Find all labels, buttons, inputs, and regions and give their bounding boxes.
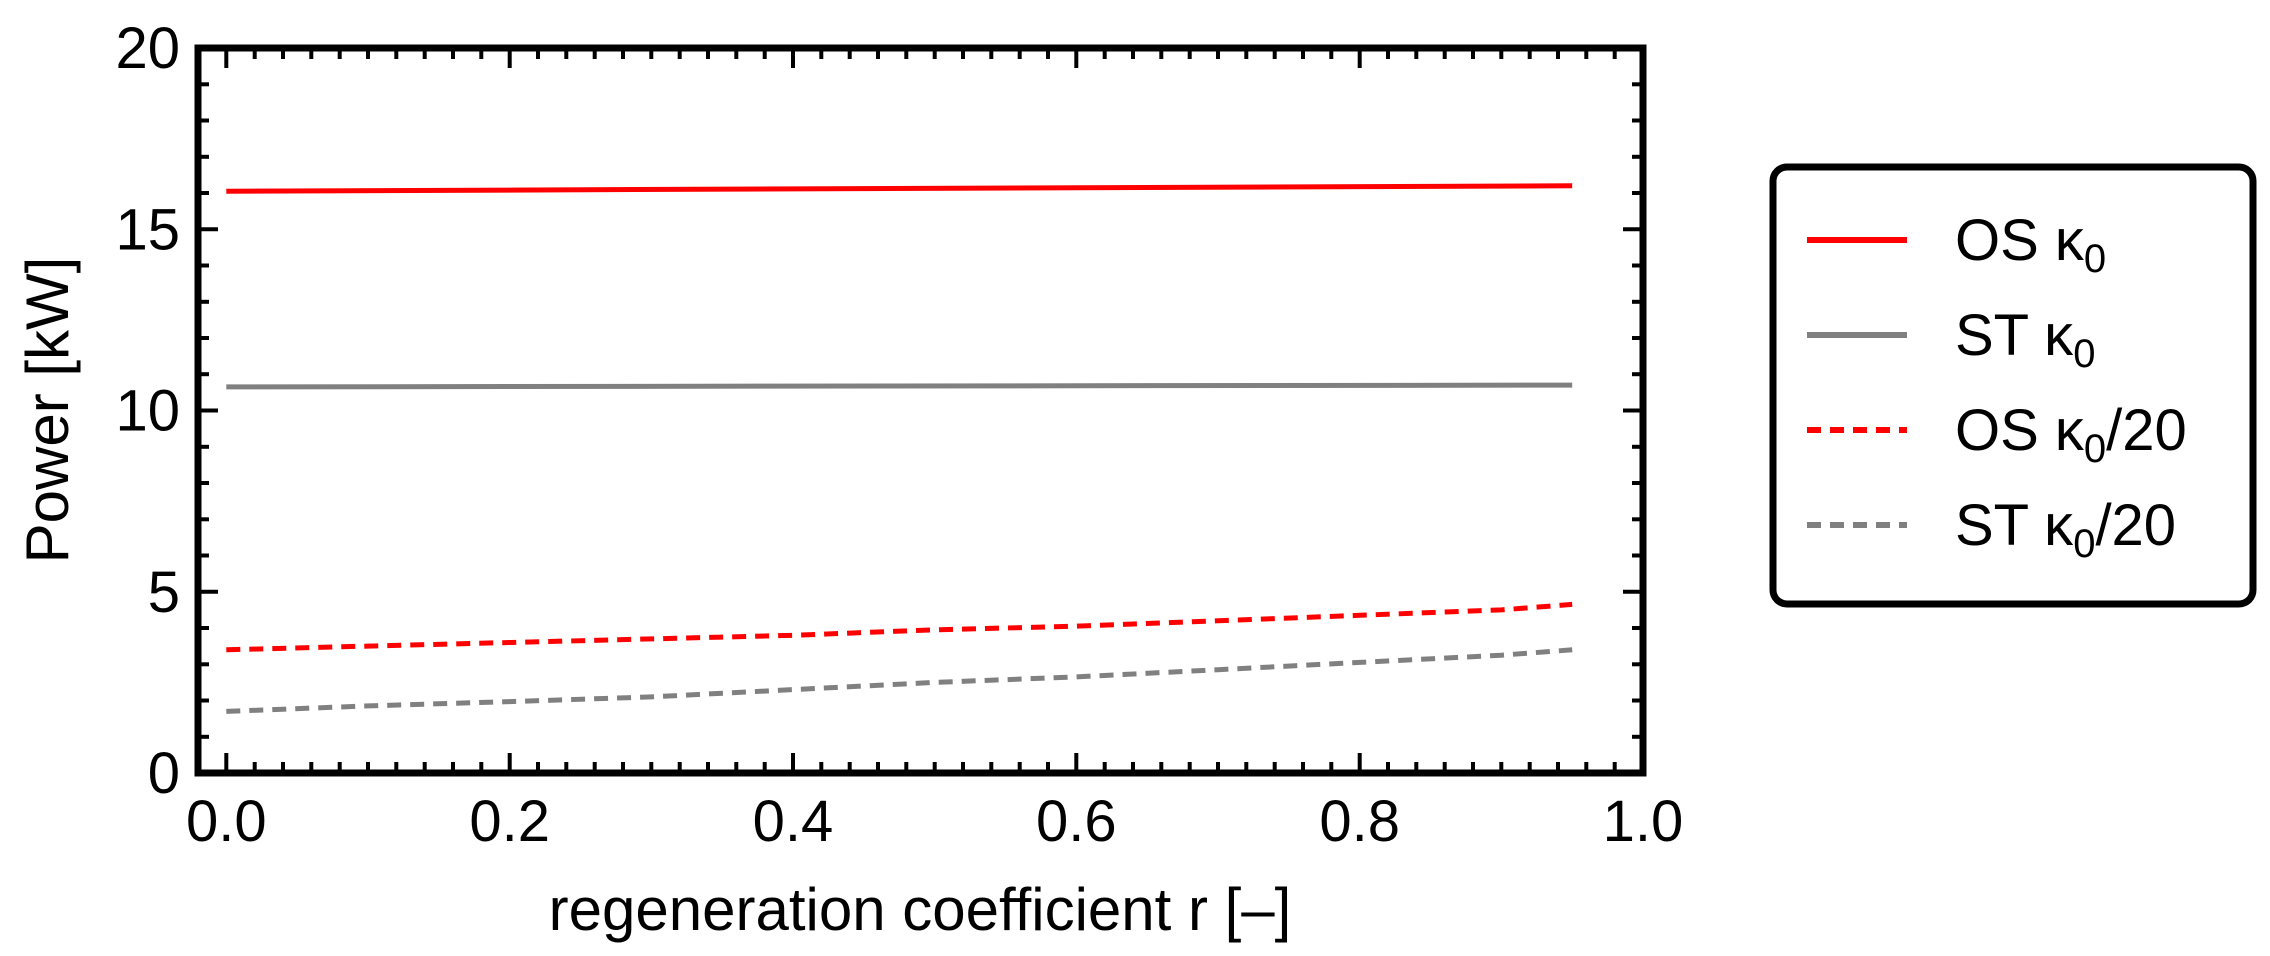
y-tick-label: 5 xyxy=(148,560,180,625)
series-line-4 xyxy=(226,647,1573,714)
plot-lines xyxy=(226,183,1573,714)
x-tick-label: 0.6 xyxy=(1036,789,1117,854)
y-tick-label: 0 xyxy=(148,741,180,806)
tick-labels: 0.0 0.2 0.4 0.6 0.8 1.0 0 5 10 15 20 xyxy=(115,16,1683,854)
y-tick-label: 15 xyxy=(115,197,180,262)
series-line-1 xyxy=(226,183,1573,194)
legend-label-1: OS κ0 xyxy=(1955,208,2106,281)
x-tick-label: 1.0 xyxy=(1603,789,1684,854)
series-line-2 xyxy=(226,382,1573,390)
legend-label-3: OS κ0/20 xyxy=(1955,398,2187,471)
x-axis-title: regeneration coefficient r [–] xyxy=(549,876,1292,943)
plot-frame xyxy=(194,44,1647,777)
x-tick-label: 0.0 xyxy=(186,789,267,854)
x-tick-label: 0.4 xyxy=(753,789,834,854)
y-axis-title: Power [kW] xyxy=(14,257,81,564)
legend-label-2: ST κ0 xyxy=(1955,303,2095,376)
x-tick-label: 0.2 xyxy=(469,789,550,854)
legend-frame xyxy=(1769,163,2257,608)
y-tick-label: 20 xyxy=(115,16,180,81)
axis-ticks xyxy=(198,46,1645,775)
legend: OS κ0 ST κ0 OS κ0/20 ST κ0/20 xyxy=(1769,163,2257,608)
y-tick-label: 10 xyxy=(115,379,180,444)
x-tick-label: 0.8 xyxy=(1319,789,1400,854)
legend-label-4: ST κ0/20 xyxy=(1955,493,2176,566)
series-line-3 xyxy=(226,601,1573,653)
